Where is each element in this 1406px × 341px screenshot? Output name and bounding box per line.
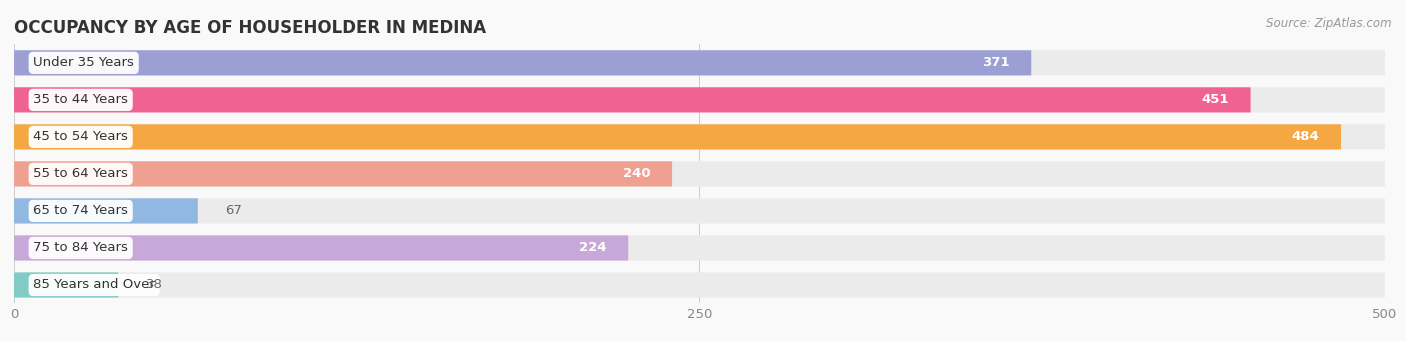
Text: 371: 371 [981, 56, 1010, 69]
FancyBboxPatch shape [14, 50, 1385, 75]
Text: 224: 224 [579, 241, 606, 254]
FancyBboxPatch shape [14, 272, 1385, 298]
Text: 38: 38 [146, 279, 163, 292]
Text: 45 to 54 Years: 45 to 54 Years [34, 130, 128, 143]
Text: 85 Years and Over: 85 Years and Over [34, 279, 155, 292]
Text: Under 35 Years: Under 35 Years [34, 56, 134, 69]
FancyBboxPatch shape [14, 161, 1385, 187]
Text: 67: 67 [225, 205, 242, 218]
Text: 451: 451 [1201, 93, 1229, 106]
FancyBboxPatch shape [14, 50, 1031, 75]
FancyBboxPatch shape [14, 235, 1385, 261]
Text: 35 to 44 Years: 35 to 44 Years [34, 93, 128, 106]
FancyBboxPatch shape [14, 124, 1341, 149]
FancyBboxPatch shape [14, 124, 1385, 149]
FancyBboxPatch shape [14, 161, 672, 187]
FancyBboxPatch shape [14, 87, 1250, 113]
Text: 65 to 74 Years: 65 to 74 Years [34, 205, 128, 218]
Text: OCCUPANCY BY AGE OF HOUSEHOLDER IN MEDINA: OCCUPANCY BY AGE OF HOUSEHOLDER IN MEDIN… [14, 19, 486, 37]
Text: Source: ZipAtlas.com: Source: ZipAtlas.com [1267, 17, 1392, 30]
FancyBboxPatch shape [14, 235, 628, 261]
Text: 55 to 64 Years: 55 to 64 Years [34, 167, 128, 180]
FancyBboxPatch shape [14, 198, 198, 223]
FancyBboxPatch shape [14, 272, 118, 298]
Text: 75 to 84 Years: 75 to 84 Years [34, 241, 128, 254]
Text: 484: 484 [1291, 130, 1319, 143]
FancyBboxPatch shape [14, 87, 1385, 113]
FancyBboxPatch shape [14, 198, 1385, 223]
Text: 240: 240 [623, 167, 650, 180]
